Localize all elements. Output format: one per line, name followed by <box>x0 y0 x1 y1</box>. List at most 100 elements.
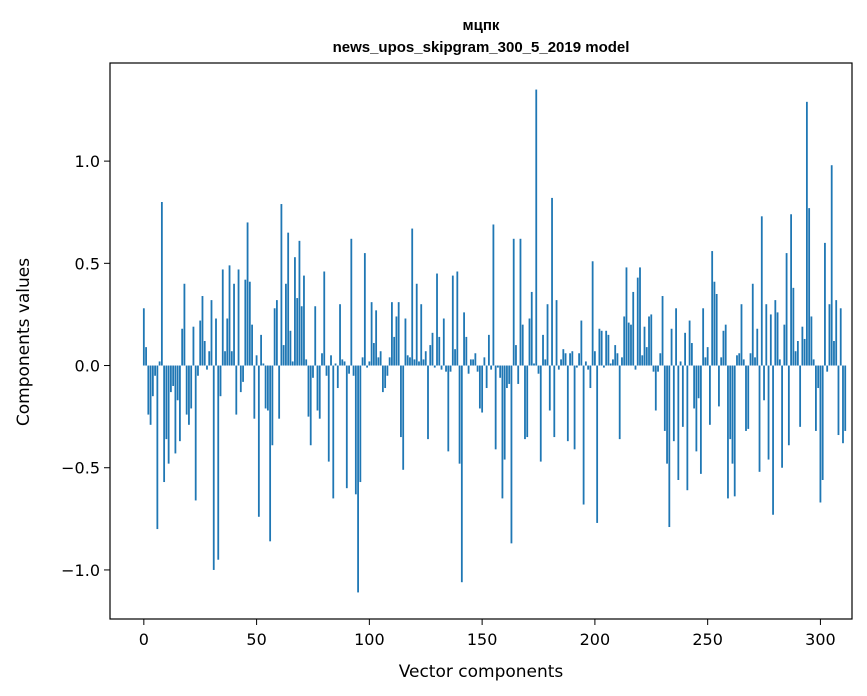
bar-221 <box>641 355 644 366</box>
bar-283 <box>781 365 783 468</box>
bar-41 <box>235 365 238 415</box>
bar-266 <box>742 359 745 366</box>
y-tick-label: 1.0 <box>75 152 100 171</box>
bar-94 <box>354 365 357 495</box>
bar-112 <box>395 316 398 366</box>
bar-217 <box>632 291 635 366</box>
bar-260 <box>729 365 732 440</box>
bar-298 <box>815 365 817 431</box>
bar-277 <box>767 365 770 460</box>
bar-290 <box>796 341 799 366</box>
bar-274 <box>760 216 763 366</box>
bar-220 <box>639 267 641 366</box>
bar-212 <box>621 357 623 366</box>
bar-235 <box>672 365 675 442</box>
bar-18 <box>183 283 186 366</box>
bar-6 <box>156 365 159 530</box>
bar-102 <box>372 343 375 366</box>
bar-53 <box>262 363 265 366</box>
bar-303 <box>826 365 829 372</box>
bar-276 <box>765 304 768 366</box>
bar-137 <box>451 275 454 366</box>
x-tick-label: 250 <box>692 630 723 649</box>
bar-52 <box>260 334 262 366</box>
bar-122 <box>418 361 420 366</box>
bar-270 <box>751 283 754 366</box>
bar-223 <box>645 347 648 366</box>
bar-9 <box>163 365 166 483</box>
bar-93 <box>352 365 355 376</box>
bar-170 <box>526 365 529 438</box>
bar-149 <box>478 365 481 409</box>
bar-84 <box>332 365 335 499</box>
bar-95 <box>357 365 359 593</box>
bar-55 <box>266 365 269 411</box>
bar-300 <box>819 365 822 503</box>
bar-series <box>142 89 847 593</box>
bar-87 <box>339 304 341 366</box>
bar-230 <box>661 296 664 366</box>
bar-71 <box>303 275 305 366</box>
bar-167 <box>519 238 522 366</box>
bar-43 <box>239 365 242 393</box>
bar-120 <box>413 359 416 366</box>
bar-233 <box>668 365 671 528</box>
bar-196 <box>584 361 587 366</box>
bar-57 <box>271 365 274 446</box>
bar-47 <box>248 281 251 366</box>
bar-215 <box>627 322 630 366</box>
bar-229 <box>659 353 662 366</box>
bar-147 <box>474 353 477 366</box>
bar-34 <box>219 365 222 397</box>
bar-158 <box>499 365 502 378</box>
bar-243 <box>690 343 693 366</box>
bar-70 <box>300 306 303 366</box>
bar-13 <box>172 365 175 386</box>
bar-291 <box>799 365 802 427</box>
bar-161 <box>506 365 508 389</box>
bar-113 <box>397 302 400 366</box>
bar-5 <box>154 365 156 376</box>
bar-54 <box>264 365 267 409</box>
bar-75 <box>312 365 314 378</box>
bar-259 <box>727 365 729 499</box>
bar-200 <box>593 351 596 366</box>
bar-204 <box>603 365 605 368</box>
bar-187 <box>564 353 567 366</box>
bar-123 <box>420 304 423 366</box>
bar-63 <box>285 283 287 366</box>
bar-168 <box>521 324 524 366</box>
bar-296 <box>810 316 813 366</box>
bar-37 <box>226 318 229 366</box>
bar-130 <box>436 273 438 366</box>
bar-285 <box>785 253 788 366</box>
bar-32 <box>215 318 217 366</box>
bar-265 <box>740 304 743 366</box>
bar-307 <box>835 300 838 366</box>
bar-183 <box>555 300 558 366</box>
bar-145 <box>469 359 472 366</box>
bar-100 <box>368 361 371 366</box>
y-tick-label: −1.0 <box>61 561 100 580</box>
bar-222 <box>643 326 646 366</box>
bar-35 <box>221 269 224 366</box>
bar-231 <box>663 365 666 431</box>
bar-4 <box>151 365 154 397</box>
bar-50 <box>255 355 258 366</box>
bar-64 <box>287 232 290 366</box>
bar-247 <box>699 365 702 474</box>
bar-205 <box>605 330 608 366</box>
bar-118 <box>409 357 411 366</box>
bar-101 <box>370 302 373 366</box>
bar-164 <box>512 238 515 366</box>
bar-225 <box>650 314 653 366</box>
bar-240 <box>684 332 686 366</box>
bar-299 <box>817 365 820 389</box>
bar-293 <box>803 338 806 366</box>
y-tick-label: 0.5 <box>75 254 100 273</box>
bar-26 <box>201 296 204 366</box>
bar-271 <box>754 357 756 366</box>
bar-218 <box>634 365 637 370</box>
bar-42 <box>237 269 240 366</box>
bar-163 <box>510 365 513 544</box>
